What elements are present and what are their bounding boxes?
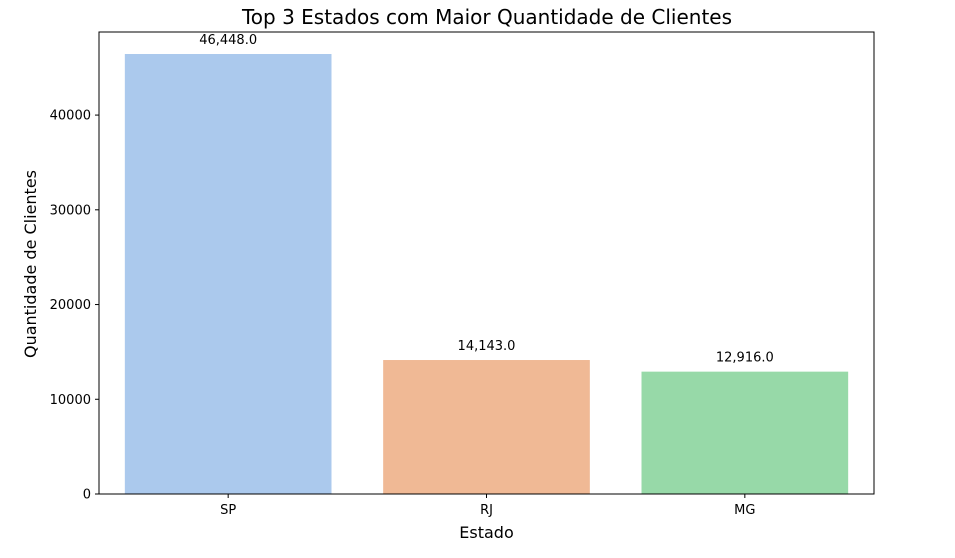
y-tick-label: 10000 — [50, 393, 91, 408]
bar-sp — [124, 53, 332, 494]
data-label-rj: 14,143.0 — [458, 339, 516, 354]
plot-frame — [98, 31, 875, 495]
x-axis-label: Estado — [459, 523, 513, 542]
y-tick-label: 30000 — [50, 203, 91, 218]
data-label-mg: 12,916.0 — [716, 351, 774, 366]
plot-area: 46,448.0 SP 14,143.0 RJ 12,916.0 MG 0 10000 2000… — [50, 33, 849, 518]
y-tick-label: 0 — [83, 488, 91, 503]
y-tick-label: 40000 — [50, 109, 91, 124]
chart-title: Top 3 Estados com Maior Quantidade de Cl… — [241, 5, 732, 29]
y-tick-label: 20000 — [50, 298, 91, 313]
bar-rj — [383, 360, 590, 494]
data-label-sp: 46,448.0 — [199, 33, 257, 48]
y-axis-label: Quantidade de Clientes — [21, 170, 40, 358]
x-tick-label: SP — [220, 503, 236, 518]
x-tick-label: RJ — [480, 503, 493, 518]
bar-mg — [641, 371, 849, 494]
x-tick-label: MG — [734, 503, 755, 518]
